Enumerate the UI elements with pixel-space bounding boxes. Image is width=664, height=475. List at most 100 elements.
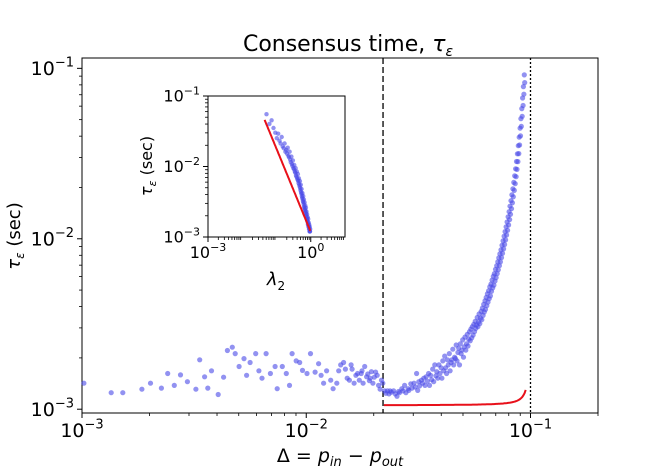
x-tick-label: 10−3 [60,417,103,442]
data-point [520,84,527,90]
data-point [139,386,145,392]
data-point [440,358,446,364]
data-point [428,372,434,378]
data-point [503,237,509,243]
data-point [495,267,501,273]
data-point [447,368,453,374]
data-point [197,357,203,363]
data-point [460,354,467,360]
data-point [362,363,368,370]
main-y-axis-label: τε (sec) [4,202,27,269]
data-point [521,91,527,97]
data-point [519,113,525,119]
data-point [267,370,273,377]
data-point [193,386,199,392]
data-point [303,205,309,210]
data-point [287,149,292,154]
data-point [81,380,87,386]
data-point [498,255,505,261]
data-point [299,186,304,192]
chart-title: Consensus time, τε [243,32,454,60]
inset-fit-curve [263,119,312,232]
data-point [512,181,518,187]
data-point [444,370,450,377]
data-point [439,375,445,381]
data-point [514,166,520,172]
data-point [501,246,507,252]
inset-x-axis: 10−3 100 [190,237,344,262]
data-point [295,171,301,177]
x-tick-label: 10−3 [190,241,227,262]
data-point [177,372,184,378]
data-point [513,174,519,180]
y-tick-label: 10−3 [163,225,200,246]
data-point [205,385,211,391]
inset-y-axis-label: τε (sec) [137,136,159,196]
data-point [465,343,471,349]
data-point [202,374,208,380]
data-point [290,158,296,163]
data-point [435,375,441,381]
x-tick-label: 10−1 [509,417,552,442]
data-point [507,217,513,223]
data-point [446,351,452,357]
data-point [497,259,503,265]
data-point [297,359,303,366]
data-point [432,362,438,368]
data-point [324,368,330,374]
data-point [316,361,322,367]
data-point [431,379,437,385]
data-point [241,356,247,362]
data-point [274,386,280,392]
data-point [456,362,463,368]
data-point [328,377,334,383]
data-point [355,370,361,377]
data-point [158,385,164,391]
main-y-axis: 10−3 10−2 10−1 [31,55,82,421]
data-point [360,380,366,386]
data-point [374,372,380,378]
data-point [165,370,171,377]
data-point [299,367,306,373]
data-point [267,121,272,127]
data-point [430,366,436,372]
data-point [517,142,523,148]
main-x-axis-label: Δ = pin − pout [277,445,404,470]
inset-y-axis: 10−3 10−2 10−1 [163,84,208,247]
data-point [256,368,262,374]
data-point [491,282,497,288]
data-point [356,377,362,383]
data-point [346,377,352,383]
data-point [509,200,515,206]
data-point [349,366,355,372]
data-point [285,145,290,150]
data-point [477,321,483,327]
data-point [289,351,295,357]
data-point [454,358,460,364]
data-point [415,387,421,393]
data-point [377,386,383,392]
data-point [263,351,269,357]
data-point [508,206,515,212]
data-point [224,347,230,354]
data-point [330,386,336,392]
data-point [120,390,126,396]
data-point [215,391,221,398]
x-tick-label: 10−2 [285,417,328,442]
data-point [367,375,373,381]
data-point [306,216,311,222]
data-point [286,382,293,388]
data-point [342,366,348,372]
data-point [304,370,310,377]
data-point [321,380,327,386]
data-point [444,357,451,363]
data-point [457,341,463,347]
data-point [479,317,485,323]
data-point [318,372,324,378]
data-point [293,165,298,171]
data-point [312,369,318,375]
main-reference-lines [382,58,532,413]
data-point [504,232,510,238]
data-point [341,359,347,366]
data-point [522,80,528,86]
